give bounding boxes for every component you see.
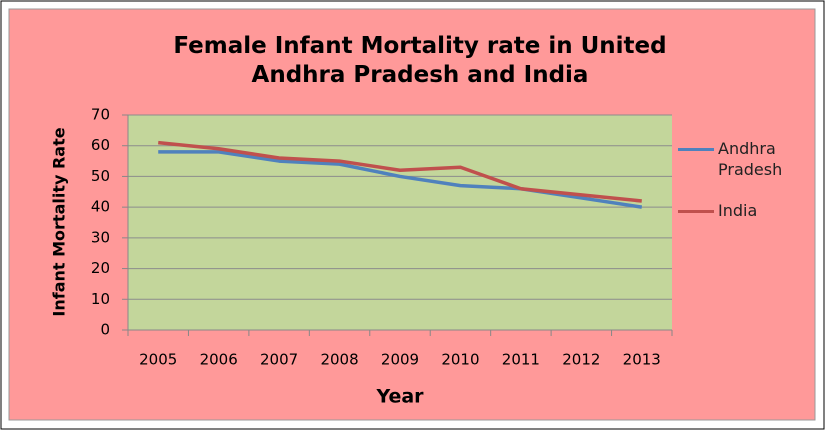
x-tick-label: 2010 (441, 351, 479, 369)
legend-label: Andhra Pradesh (718, 139, 783, 179)
series-line (158, 150, 643, 209)
y-tick-label: 50 (91, 167, 110, 185)
y-tick-label: 70 (91, 106, 110, 124)
x-tick-label: 2005 (139, 351, 177, 369)
series-line (158, 140, 642, 203)
x-tick-label: 2009 (381, 351, 419, 369)
x-tick-label: 2011 (502, 351, 540, 369)
y-tick-label: 0 (100, 321, 110, 339)
y-tick-label: 40 (91, 198, 110, 216)
x-tick-label: 2012 (562, 351, 600, 369)
legend-swatch (678, 210, 714, 213)
title-box: Female Infant Mortality rate in United A… (173, 33, 667, 88)
chart-title: Female Infant Mortality rate in United A… (173, 33, 667, 88)
x-tick-label: 2008 (320, 351, 358, 369)
y-tick-label: 10 (91, 290, 110, 308)
y-tick-label: 60 (91, 136, 110, 154)
legend-swatch (678, 148, 714, 151)
y-axis-label: Infant Mortality Rate (50, 127, 69, 316)
x-tick-label: 2007 (260, 351, 298, 369)
x-tick-label: 2013 (623, 351, 661, 369)
x-axis-label: Year (375, 386, 424, 408)
legend-item: Andhra Pradesh (678, 138, 803, 180)
y-tick-label: 30 (91, 228, 110, 246)
legend-label: India (718, 201, 758, 220)
legend-item: India (678, 200, 803, 221)
y-tick-label: 20 (91, 259, 110, 277)
x-tick-label: 2006 (200, 351, 238, 369)
